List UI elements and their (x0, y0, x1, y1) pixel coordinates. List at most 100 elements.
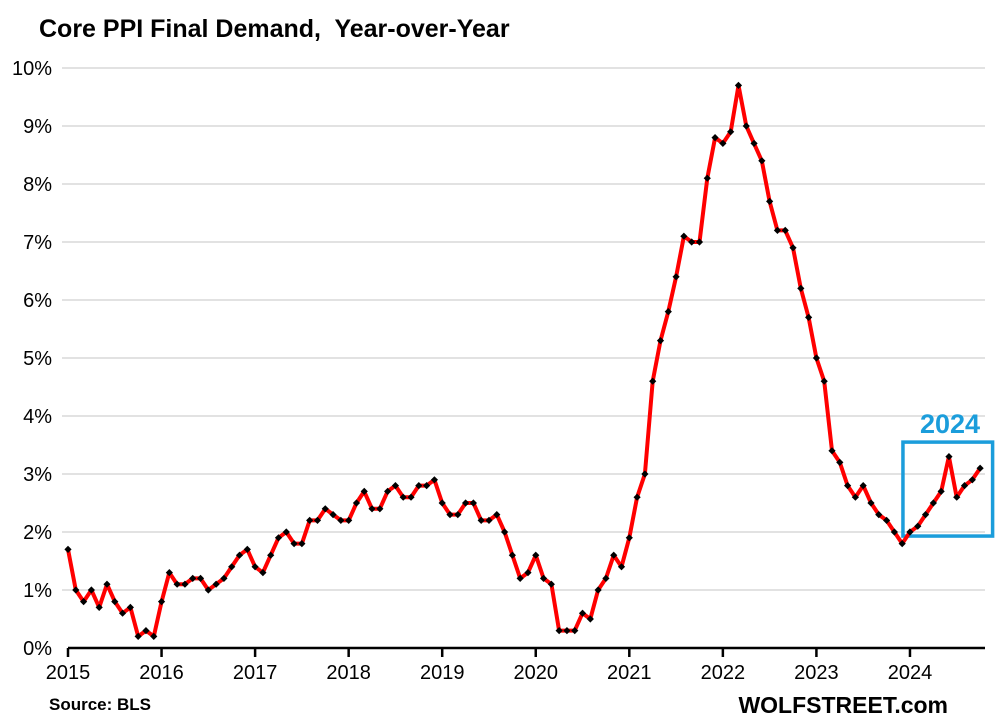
x-tick-label: 2024 (888, 662, 933, 684)
data-point-marker (571, 627, 579, 635)
data-point-marker (204, 586, 212, 594)
data-point-marker (867, 499, 875, 507)
data-point-marker (469, 499, 477, 507)
data-point-marker (173, 580, 181, 588)
data-point-marker (898, 540, 906, 548)
data-point-marker (446, 511, 454, 519)
data-point-marker (563, 627, 571, 635)
y-tick-label: 4% (23, 406, 52, 428)
data-point-marker (890, 528, 898, 536)
data-point-marker (329, 511, 337, 519)
y-tick-label: 3% (23, 464, 52, 486)
data-point-marker (313, 516, 322, 524)
data-point-marker (79, 598, 88, 606)
data-point-marker (251, 563, 259, 571)
data-point-marker (259, 569, 267, 577)
data-point-marker (766, 197, 774, 205)
data-point-marker (773, 226, 782, 234)
y-tick-label: 9% (23, 116, 52, 138)
x-tick-label: 2017 (233, 662, 278, 684)
data-point-marker (508, 551, 516, 559)
data-point-marker (960, 482, 969, 490)
y-tick-label: 0% (23, 638, 52, 660)
data-point-marker (578, 609, 587, 617)
data-point-marker (360, 487, 368, 495)
data-point-marker (493, 511, 501, 519)
data-point-marker (532, 551, 540, 559)
data-point-marker (438, 499, 446, 507)
data-point-marker (929, 499, 937, 507)
data-point-marker (407, 493, 415, 501)
data-point-marker (103, 580, 111, 588)
data-point-marker (485, 516, 493, 524)
data-point-marker (882, 516, 891, 524)
data-point-marker (976, 464, 984, 472)
data-point-marker (423, 482, 431, 490)
data-point-marker (844, 482, 852, 490)
data-point-marker (95, 603, 103, 611)
data-point-marker (812, 354, 821, 362)
data-point-marker (352, 499, 361, 507)
data-point-marker (711, 134, 719, 142)
y-tick-label: 6% (23, 290, 52, 312)
data-point-marker (586, 615, 594, 623)
data-point-marker (415, 482, 423, 490)
data-point-marker (836, 458, 844, 466)
data-point-marker (196, 574, 205, 582)
data-point-marker (664, 308, 672, 316)
data-point-marker (797, 284, 805, 292)
chart-title: Core PPI Final Demand, Year-over-Year (39, 15, 510, 43)
data-point-marker (539, 574, 548, 582)
data-point-marker (656, 337, 665, 345)
data-point-marker (165, 569, 173, 577)
data-point-marker (337, 516, 345, 524)
x-tick-label: 2018 (326, 662, 371, 684)
data-point-marker (547, 580, 555, 588)
data-point-marker (555, 627, 563, 635)
data-point-marker (150, 632, 158, 640)
x-tick-label: 2019 (420, 662, 465, 684)
x-tick-label: 2021 (607, 662, 652, 684)
data-point-marker (703, 174, 711, 182)
data-point-marker (267, 551, 275, 559)
data-point-marker (851, 493, 859, 501)
y-tick-label: 7% (23, 232, 52, 254)
data-point-marker (649, 377, 657, 385)
y-tick-label: 1% (23, 580, 52, 602)
y-tick-label: 5% (23, 348, 52, 370)
data-point-marker (181, 580, 189, 588)
data-point-marker (758, 157, 766, 165)
data-point-marker (524, 569, 532, 577)
data-point-marker (64, 545, 72, 553)
data-point-marker (516, 574, 524, 582)
x-tick-label: 2016 (139, 662, 184, 684)
data-point-marker (719, 139, 727, 147)
data-point-marker (789, 244, 797, 252)
annotation-2024-label: 2024 (919, 409, 981, 439)
data-point-marker (594, 586, 602, 594)
data-point-marker (454, 511, 462, 519)
data-point-marker (189, 574, 197, 582)
data-point-marker (228, 563, 236, 571)
source-note: Source: BLS (49, 695, 152, 714)
data-point-marker (235, 551, 244, 559)
annotation-2024-box (901, 440, 995, 538)
data-point-marker (953, 493, 961, 501)
data-point-marker (391, 482, 400, 490)
data-point-marker (805, 313, 813, 321)
data-point-marker (781, 226, 789, 234)
y-tick-label: 8% (23, 174, 52, 196)
data-point-marker (914, 522, 922, 530)
data-point-marker (220, 574, 228, 582)
data-point-marker (477, 516, 485, 524)
data-point-marker (72, 586, 80, 594)
data-point-marker (134, 632, 142, 640)
data-point-marker (345, 516, 353, 524)
data-point-marker (212, 580, 220, 588)
data-point-marker (680, 232, 688, 240)
x-tick-label: 2015 (46, 662, 91, 684)
data-point-marker (921, 511, 930, 519)
data-point-marker (306, 516, 314, 524)
data-point-marker (87, 586, 95, 594)
